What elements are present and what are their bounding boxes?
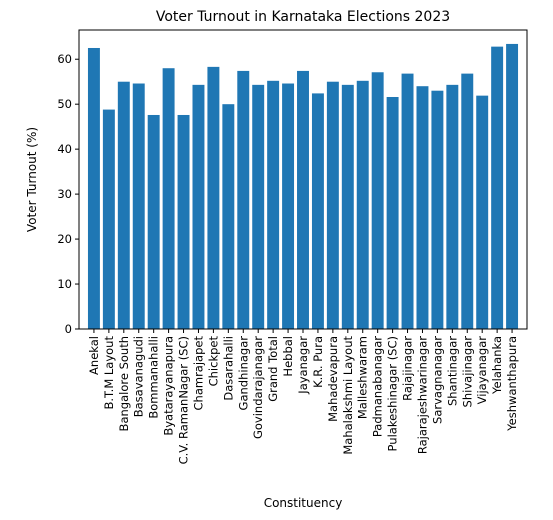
x-tick-label-17: Mahadevapura xyxy=(326,336,340,422)
y-tick-label-6: 50 xyxy=(57,97,72,111)
x-tick-label-20: Padmanabanagar xyxy=(371,336,385,437)
bar-13 xyxy=(267,80,280,329)
x-tick-label-1: Anekal xyxy=(87,336,101,375)
bar-22 xyxy=(401,73,414,330)
bar-3 xyxy=(117,81,130,330)
bar-17 xyxy=(326,81,339,330)
x-tick-label-11: Gandhinagar xyxy=(236,336,250,411)
bar-8 xyxy=(192,84,205,330)
bar-29 xyxy=(506,43,519,329)
x-tick-label-15: Jayanagar xyxy=(296,336,310,395)
x-tick-label-13: Grand Total xyxy=(266,336,280,402)
bar-15 xyxy=(297,70,309,330)
x-tick-label-19: Malleshwaram xyxy=(356,336,370,419)
y-tick-label-5: 40 xyxy=(57,142,72,156)
x-tick-label-6: Byatarayanapura xyxy=(162,336,176,436)
x-tick-label-18: Mahalakshmi Layout xyxy=(341,336,355,455)
x-tick-label-3: Bangalore South xyxy=(117,336,131,431)
x-tick-label-24: Sarvagnanagar xyxy=(430,336,444,424)
chart-title: Voter Turnout in Karnataka Elections 202… xyxy=(156,9,450,25)
y-axis-label: Voter Turnout (%) xyxy=(25,127,39,232)
x-tick-label-10: Dasarahalli xyxy=(221,336,235,401)
bar-21 xyxy=(386,96,399,329)
x-tick-label-7: C.V. RamanNagar (SC) xyxy=(177,336,191,464)
plot-frame xyxy=(78,29,528,330)
bars-group xyxy=(87,43,519,330)
x-axis: Anekal B.T.M Layout Bangalore South Basavan… xyxy=(87,329,519,464)
bar-10 xyxy=(222,104,235,329)
x-tick-label-29: Yeshwanthapura xyxy=(505,336,519,432)
bar-7 xyxy=(177,114,190,330)
y-tick-label-3: 20 xyxy=(57,232,72,246)
bar-20 xyxy=(371,72,384,330)
x-tick-label-12: Govindarajanagar xyxy=(251,336,265,439)
bar-2 xyxy=(102,109,115,329)
y-axis: 0 10 20 30 40 50 60 xyxy=(57,52,79,336)
bar-24 xyxy=(431,90,444,329)
x-tick-label-23: Rajarajeshwarinagar xyxy=(415,336,429,454)
bar-14 xyxy=(282,83,295,329)
x-tick-label-16: K.R. Pura xyxy=(311,336,325,388)
bar-26 xyxy=(461,73,474,330)
x-tick-label-25: Shantinagar xyxy=(445,336,459,406)
bar-16 xyxy=(311,93,324,329)
bar-18 xyxy=(341,84,354,330)
x-tick-label-26: Shivajinagar xyxy=(460,336,474,408)
x-tick-label-4: Basavanagudi xyxy=(132,336,146,417)
y-tick-label-2: 10 xyxy=(57,277,72,291)
x-tick-label-9: Chickpet xyxy=(206,336,220,387)
x-tick-label-2: B.T.M Layout xyxy=(102,336,116,410)
bar-1 xyxy=(87,47,100,330)
bar-4 xyxy=(132,83,145,329)
bar-27 xyxy=(476,95,489,329)
bar-11 xyxy=(237,70,250,330)
x-axis-label: Constituency xyxy=(264,496,343,510)
x-tick-label-22: Rajajinagar xyxy=(401,336,415,401)
bar-6 xyxy=(162,68,175,329)
x-tick-label-28: Yelahanka xyxy=(490,336,504,395)
bar-28 xyxy=(491,46,504,330)
x-tick-label-5: Bommanahalli xyxy=(147,336,161,419)
x-tick-label-27: Vijayanagar xyxy=(475,336,489,405)
bar-19 xyxy=(356,80,369,329)
bar-12 xyxy=(252,84,265,330)
bar-9 xyxy=(207,66,220,329)
x-tick-label-21: Pulakeshinagar (SC) xyxy=(386,336,400,451)
bar-23 xyxy=(416,86,429,330)
x-tick-label-8: Chamrajapet xyxy=(191,336,205,411)
y-tick-label-7: 60 xyxy=(57,52,72,66)
y-tick-label-1: 0 xyxy=(65,322,72,336)
bar-5 xyxy=(147,114,160,330)
x-tick-label-14: Hebbal xyxy=(281,336,295,377)
bar-25 xyxy=(446,84,459,330)
y-tick-label-4: 30 xyxy=(57,187,72,201)
